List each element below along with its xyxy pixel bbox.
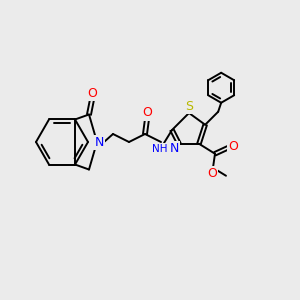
Text: O: O (207, 167, 217, 180)
Text: S: S (185, 100, 193, 112)
Text: O: O (87, 87, 97, 100)
Text: O: O (228, 140, 238, 153)
Text: N: N (169, 142, 179, 155)
Text: N: N (94, 136, 104, 148)
Text: NH: NH (152, 144, 168, 154)
Text: O: O (142, 106, 152, 119)
